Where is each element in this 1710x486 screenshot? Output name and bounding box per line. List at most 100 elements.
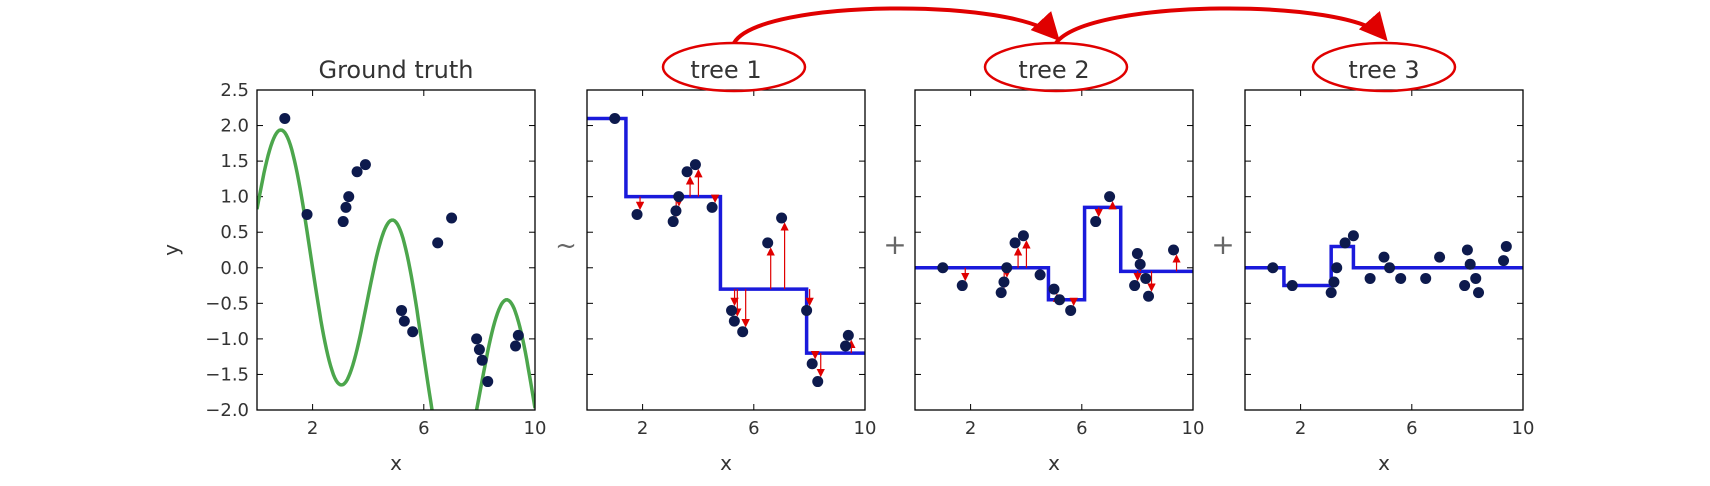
data-point: [1131, 248, 1143, 260]
tree-step-line: [915, 205, 1193, 302]
x-tick-label: 10: [524, 418, 547, 439]
data-point: [1384, 262, 1396, 274]
y-tick-label: 1.0: [220, 187, 249, 208]
y-axis-label: y: [159, 244, 183, 256]
data-point: [398, 315, 410, 327]
y-tick-label: 0.0: [220, 258, 249, 279]
data-point: [937, 262, 949, 274]
y-tick-label: −1.0: [205, 329, 249, 350]
data-point: [1473, 287, 1485, 299]
data-point: [1090, 216, 1102, 228]
x-tick-label: 10: [854, 418, 877, 439]
y-tick-label: 0.5: [220, 222, 249, 243]
data-point: [510, 340, 522, 352]
x-axis-label: x: [1378, 451, 1390, 475]
x-axis-label: x: [720, 451, 732, 475]
data-point: [812, 376, 824, 388]
data-point: [1054, 294, 1066, 306]
data-point: [1017, 230, 1029, 242]
data-point: [1048, 283, 1060, 295]
data-point: [301, 208, 313, 220]
y-tick-label: −1.5: [205, 364, 249, 385]
y-tick-label: −2.0: [205, 400, 249, 421]
data-point: [1140, 272, 1152, 284]
data-point: [667, 216, 679, 228]
data-point: [1339, 237, 1351, 249]
data-point: [1464, 258, 1476, 270]
x-tick-label: 2: [965, 418, 976, 439]
x-tick-label: 2: [307, 418, 318, 439]
data-point: [351, 166, 363, 178]
data-point: [1498, 255, 1510, 267]
data-point: [1143, 290, 1155, 302]
data-point: [340, 201, 352, 213]
data-point: [842, 329, 854, 341]
y-tick-label: 1.5: [220, 151, 249, 172]
tree-step-line: [1245, 244, 1523, 288]
ground-truth-curve: [257, 128, 535, 410]
panel-title: tree 1: [690, 56, 761, 84]
data-point: [1134, 258, 1146, 270]
data-point: [956, 280, 968, 292]
tree-3-title-ellipse: [1311, 41, 1457, 93]
data-point: [737, 326, 749, 338]
data-point: [670, 205, 682, 217]
panel-tree-3: tree 3 2 6 10 x: [1244, 56, 1535, 475]
operator-plus-2: +: [1211, 228, 1234, 261]
data-point: [1331, 262, 1343, 274]
x-tick-label: 2: [1295, 418, 1306, 439]
data-point: [762, 237, 774, 249]
data-point: [1395, 272, 1407, 284]
y-tick-label: 2.0: [220, 116, 249, 137]
data-point: [1347, 230, 1359, 242]
data-point: [473, 344, 485, 356]
data-point: [482, 376, 494, 388]
data-point: [476, 354, 488, 366]
plot-frame: [256, 89, 536, 411]
data-point: [1420, 272, 1432, 284]
data-point: [1009, 237, 1021, 249]
plot-frame: [914, 89, 1194, 411]
data-point: [432, 237, 444, 249]
data-point: [728, 315, 740, 327]
data-point: [1459, 280, 1471, 292]
data-point: [1168, 244, 1180, 256]
data-point: [1104, 191, 1116, 203]
arrow-tree2-to-tree3: [1054, 6, 1388, 45]
data-point: [1065, 304, 1077, 316]
data-point: [840, 340, 852, 352]
x-tick-label: 6: [1076, 418, 1087, 439]
arrow-tree1-to-tree2: [732, 6, 1060, 45]
data-point: [673, 191, 685, 203]
data-point: [681, 166, 693, 178]
plot-frame: [1244, 89, 1524, 411]
data-point: [1034, 269, 1046, 281]
data-point: [396, 304, 408, 316]
data-point: [359, 159, 371, 171]
x-tick-label: 10: [1512, 418, 1535, 439]
x-tick-label: 10: [1182, 418, 1205, 439]
data-point: [689, 159, 701, 171]
data-point: [1325, 287, 1337, 299]
data-point: [512, 329, 524, 341]
x-tick-label: 6: [748, 418, 759, 439]
data-point: [801, 304, 813, 316]
panel-tree-1: tree 1 2 6 10 x: [586, 56, 877, 475]
panel-ground-truth: Ground truth 2 6 10 −2.0 −1.5 −1.0 −0.5 0.0 0.5 1.…: [159, 56, 547, 475]
data-point: [1378, 251, 1390, 263]
data-point: [631, 208, 643, 220]
y-tick-label: 2.5: [220, 80, 249, 101]
data-point: [337, 216, 349, 228]
data-point: [343, 191, 355, 203]
data-point: [1434, 251, 1446, 263]
x-tick-label: 6: [418, 418, 429, 439]
data-point: [1129, 280, 1141, 292]
data-point: [1364, 272, 1376, 284]
panel-tree-2: tree 2 2 6 10 x: [914, 56, 1205, 475]
panel-title: tree 3: [1348, 56, 1419, 84]
data-point: [1328, 276, 1340, 288]
data-point: [1001, 262, 1013, 274]
panel-title: Ground truth: [318, 56, 473, 84]
data-point: [706, 201, 718, 213]
